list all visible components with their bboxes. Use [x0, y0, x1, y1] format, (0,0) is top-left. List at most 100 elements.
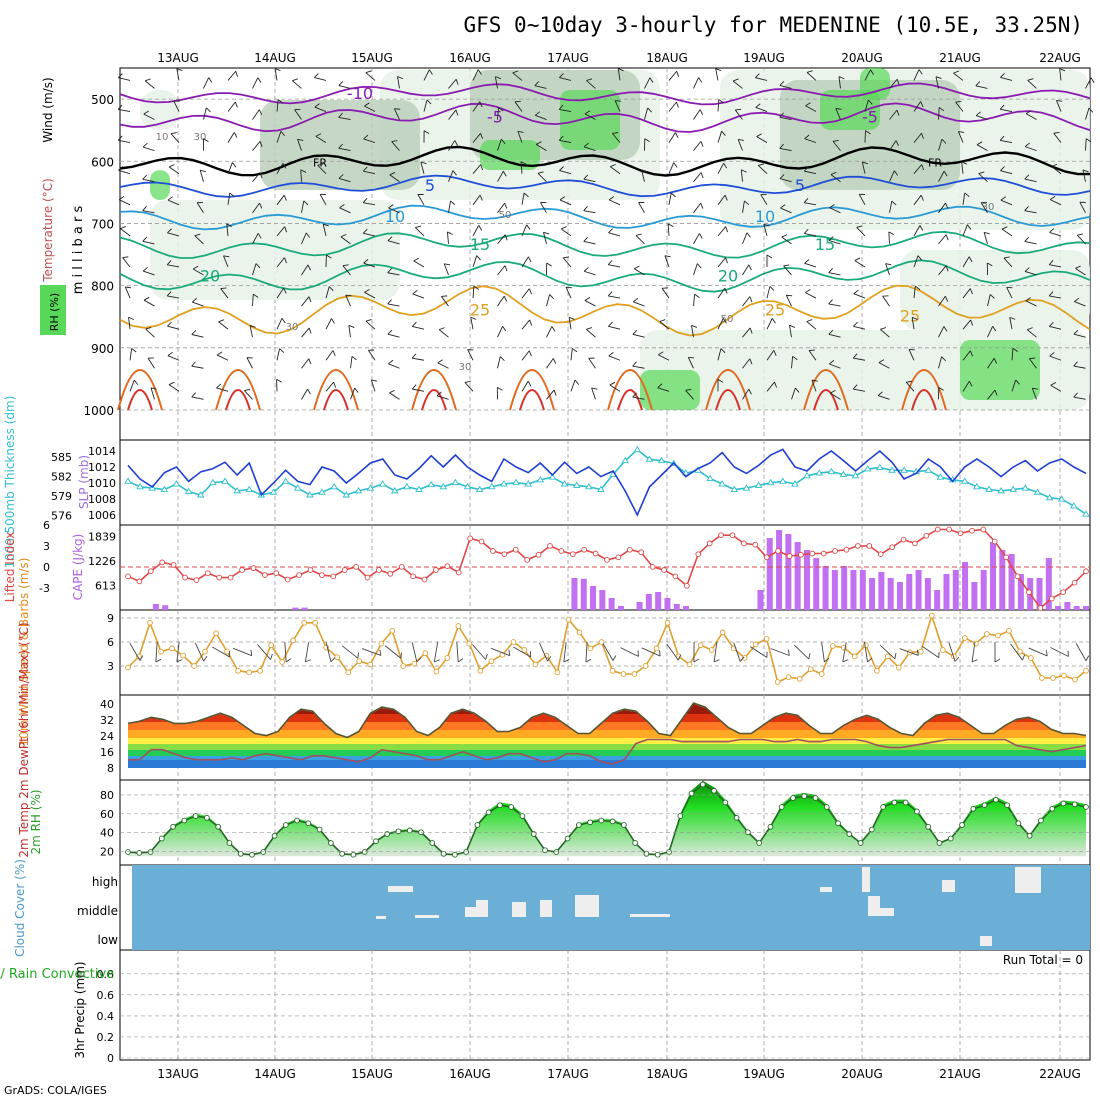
cape-bar	[673, 604, 680, 610]
wind-barb-icon	[570, 379, 580, 392]
wind-barb-icon	[999, 104, 1013, 112]
rh-line-point	[373, 838, 379, 845]
barb-flag	[1024, 236, 1030, 242]
barb-shaft	[118, 199, 131, 206]
wind-barb-icon	[781, 234, 792, 245]
barb-shaft	[779, 116, 792, 120]
barb-flag	[1003, 256, 1010, 259]
lifted-index-line-point	[820, 550, 827, 557]
barb-flag	[920, 195, 924, 201]
barb-shaft	[325, 381, 334, 392]
rh-line-point	[959, 822, 965, 828]
barb-shaft	[1073, 333, 1086, 338]
barb-shaft	[559, 108, 572, 112]
barb-flag	[779, 112, 784, 118]
thickness-line-point	[536, 476, 545, 483]
barb-flag	[1009, 316, 1016, 320]
barb-flag	[279, 348, 285, 353]
barb-shaft	[276, 226, 286, 237]
cape-bar	[292, 607, 299, 610]
hot-contour-core	[127, 389, 153, 411]
rh-line-point	[125, 849, 131, 855]
barb-flag	[610, 163, 616, 168]
barb-shaft	[1003, 257, 1013, 268]
wind-speed-line-point	[598, 639, 605, 645]
date-label-bottom: 17AUG	[547, 1067, 589, 1081]
cape-bar	[924, 578, 931, 610]
temperature-contour-label: 25	[900, 307, 920, 326]
wind-barb-icon	[1075, 643, 1090, 661]
barb-flag	[584, 297, 591, 301]
barb-shaft	[387, 303, 400, 307]
wind-barb-icon	[962, 288, 973, 299]
barb-shaft	[192, 301, 204, 307]
wind-barb-icon	[584, 110, 596, 120]
wind-barb-icon	[854, 257, 866, 268]
rh-line-point	[237, 850, 244, 857]
wind-barb-icon	[641, 647, 661, 657]
barb-shaft	[142, 210, 155, 214]
barb-shaft	[838, 76, 841, 89]
barb-flag	[1026, 327, 1033, 331]
barb-shaft	[742, 264, 750, 276]
rh-line-point	[418, 829, 424, 836]
thickness-tick-label: 576	[51, 510, 72, 523]
barb-flag	[362, 198, 368, 204]
barb-shaft	[641, 647, 661, 657]
rh-line-point	[981, 802, 988, 809]
barb-shaft	[853, 325, 866, 330]
wind-barb-icon	[117, 135, 131, 144]
barb-flag	[411, 384, 417, 390]
wind-barb-icon	[472, 133, 483, 143]
wind-barb-icon	[1028, 647, 1048, 657]
barb-flag	[1051, 163, 1058, 167]
barb-flag	[365, 70, 372, 74]
barb-shaft	[1050, 384, 1062, 392]
cloud-level-label: high	[92, 875, 118, 889]
barb-shaft	[559, 199, 572, 206]
barb-shaft	[497, 295, 505, 307]
barb-flag	[305, 659, 311, 663]
barb-flag	[1073, 361, 1078, 367]
cape-bar	[1073, 606, 1080, 610]
barb-shaft	[412, 293, 425, 299]
barb-flag	[274, 68, 281, 72]
barb-flag	[285, 658, 292, 663]
wind-barb-icon	[632, 392, 645, 400]
rh-line-point	[575, 822, 582, 828]
barb-flag	[1048, 291, 1054, 297]
thickness-line-point	[342, 491, 351, 498]
rh-line-point	[1026, 832, 1033, 839]
barb-shaft	[325, 350, 334, 361]
barb-flag	[118, 196, 125, 201]
thickness-tick-label: 585	[51, 451, 72, 464]
barb-flag	[583, 174, 589, 180]
lifted-index-line-point	[227, 574, 234, 581]
wind-barb-icon	[203, 107, 211, 120]
barb-flag	[498, 107, 504, 112]
barb-shaft	[693, 294, 696, 307]
wind-barb-icon	[889, 78, 900, 89]
wind-speed-line-point	[169, 645, 175, 652]
barb-shaft	[325, 318, 332, 330]
barb-flag	[699, 109, 704, 116]
wind-speed-line-point	[1017, 648, 1023, 655]
barb-shaft	[921, 645, 940, 659]
barb-shaft	[284, 641, 287, 663]
barb-flag	[842, 659, 849, 663]
wind-barb-icon	[938, 326, 948, 338]
lifted-index-line-point	[478, 538, 485, 545]
barb-shaft	[521, 192, 525, 205]
barb-shaft	[756, 136, 768, 144]
barb-flag	[774, 381, 777, 388]
lifted-index-line-point	[182, 574, 188, 581]
barb-flag	[447, 231, 453, 235]
barb-flag	[1000, 196, 1006, 201]
barb-flag	[523, 192, 529, 198]
barb-flag	[150, 387, 157, 390]
barb-flag	[504, 202, 508, 209]
barb-flag	[502, 171, 507, 177]
barb-flag	[659, 319, 666, 322]
barb-shaft	[830, 392, 841, 400]
rh-high-shading	[820, 90, 880, 130]
